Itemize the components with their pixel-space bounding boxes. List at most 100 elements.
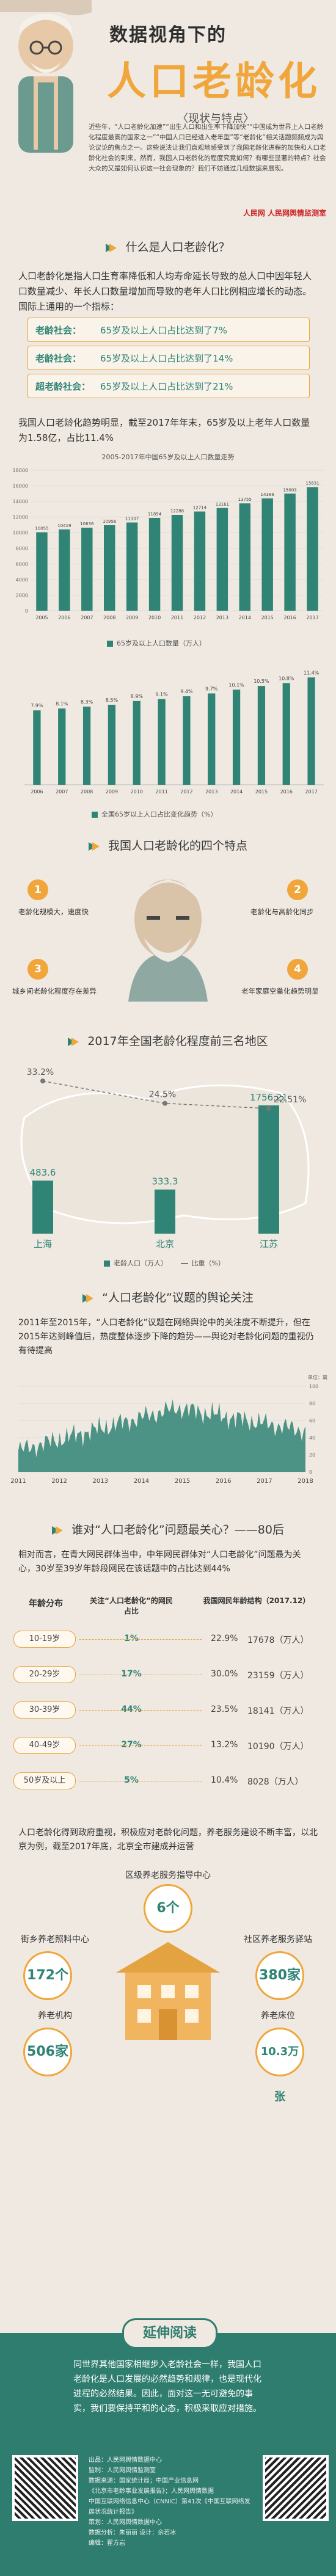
x-tick-label: 2013 — [93, 1478, 108, 1485]
data-label: 12288 — [170, 509, 184, 514]
credit-line: 监制：人民网舆情监测室 — [89, 2467, 156, 2474]
data-label: 9.4% — [180, 689, 193, 694]
y-tick-label: 0 — [309, 1469, 312, 1475]
triangle-icon — [92, 842, 100, 851]
age-range: 20-29岁 — [13, 1666, 76, 1683]
people-bar — [155, 1189, 175, 1234]
subtitle: 〈现状与特点〉 — [177, 112, 254, 125]
data-label: 10.5% — [254, 679, 269, 684]
center-value: 6个 — [144, 1884, 192, 1933]
bar — [133, 700, 141, 785]
x-tick-label: 2015 — [255, 789, 268, 795]
netizen-count: 23159（万人） — [247, 1671, 309, 1681]
intro-text: 近些年，“人口老龄化加速”“出生人口和出生率下降加快”“中国成为世界上人口老龄化… — [89, 123, 326, 172]
bar — [59, 529, 70, 611]
y-tick-label: 16000 — [13, 484, 28, 489]
node-value: 172个 — [23, 1951, 72, 2000]
bar — [183, 696, 191, 785]
y-tick-label: 60 — [309, 1418, 315, 1424]
y-tick-label: 100 — [309, 1384, 318, 1389]
bar — [208, 693, 216, 785]
data-label: 14386 — [261, 492, 275, 497]
x-tick-label: 2013 — [205, 789, 217, 795]
data-label: 11894 — [148, 512, 162, 517]
credit-line: 出品：人民网舆情数据中心 — [89, 2457, 162, 2464]
triangle-icon — [86, 1293, 94, 1303]
data-label: 10055 — [35, 526, 48, 531]
region-label: 江苏 — [260, 1239, 278, 1250]
node-label: 养老机构 — [38, 2011, 72, 2021]
section-title-features: 我国人口老龄化的四个特点 — [0, 837, 336, 853]
population-chart: 2005-2017年中国65岁及以上人口数量走势 0 2000 4000 6000 80… — [6, 452, 330, 635]
share-label: 22.51% — [274, 1095, 306, 1105]
bar — [33, 710, 41, 785]
x-tick-label: 2017 — [305, 789, 317, 795]
criterion-row: 老龄社会： 65岁及以上人口占比达到了7% — [27, 318, 310, 342]
qr-code-right — [263, 2455, 329, 2521]
section-title-what-is-aging: 什么是人口老龄化？ — [0, 238, 336, 255]
building-illustration — [116, 1942, 220, 2040]
x-tick-label: 2013 — [216, 615, 228, 620]
data-label: 9.1% — [155, 692, 168, 697]
criterion-row: 超老龄社会： 65岁及以上人口占比达到了21% — [27, 374, 310, 398]
data-label: 13755 — [238, 497, 252, 502]
data-label: 7.9% — [31, 703, 43, 708]
x-tick-label: 2014 — [230, 789, 243, 795]
data-label: 10419 — [57, 523, 71, 528]
data-label: 15831 — [305, 481, 319, 486]
legend: 全国65岁以上人口占比变化趋势（%） — [92, 809, 217, 819]
x-tick-label: 2006 — [58, 615, 70, 620]
concern-share: 5% — [124, 1775, 139, 1785]
y-tick-label: 80 — [309, 1401, 315, 1406]
age-range: 10-19岁 — [13, 1631, 76, 1648]
bar — [216, 508, 228, 611]
netizen-count: 18141（万人） — [247, 1706, 309, 1716]
netizen-pct: 30.0% — [211, 1669, 238, 1679]
x-tick-label: 2008 — [103, 615, 115, 620]
data-label: 10956 — [103, 519, 117, 524]
data-label: 9.7% — [205, 686, 218, 691]
node-label: 街乡养老照料中心 — [21, 1935, 89, 1945]
bar — [257, 686, 266, 785]
x-tick-label: 2018 — [298, 1478, 313, 1485]
y-tick-label: 4000 — [16, 577, 28, 583]
x-tick-label: 2014 — [134, 1478, 149, 1485]
opinion-paragraph: 2011年至2015年，“人口老龄化”议题在网络舆论中的关注度不断提升，但在20… — [18, 1318, 314, 1356]
feature-text: 城乡间老龄化程度存在差异 — [12, 987, 97, 995]
bar — [148, 518, 161, 611]
data-label: 8.5% — [106, 697, 119, 703]
node-value: 380家 — [255, 1951, 304, 2000]
bar — [108, 704, 116, 785]
region-label: 上海 — [34, 1239, 52, 1250]
netizen-pct: 22.9% — [211, 1634, 238, 1643]
data-label: 8.9% — [131, 694, 144, 699]
legend-swatch — [107, 641, 113, 647]
data-label: 11.4% — [304, 670, 320, 675]
bar — [126, 522, 138, 611]
bar — [284, 493, 296, 611]
data-label: 8.3% — [81, 699, 93, 705]
bar — [307, 677, 315, 785]
chart-title: 2005-2017年中国65岁及以上人口数量走势 — [101, 453, 235, 461]
bar — [104, 525, 115, 611]
table-header: 年龄分布 — [29, 1599, 63, 1609]
definition-paragraph: 人口老龄化是指人口生育率降低和人均寿命延长导致的总人口中因年轻人口数量减少、年长… — [18, 271, 312, 312]
x-tick-label: 2012 — [180, 789, 192, 795]
share-point — [40, 1079, 45, 1083]
x-tick-label: 2011 — [10, 1478, 26, 1485]
elderly-portrait-illustration — [104, 861, 232, 1002]
share-label: 24.5% — [149, 1090, 176, 1100]
y-tick-label: 0 — [25, 608, 28, 614]
title-main: 人口老龄化 — [107, 59, 321, 104]
share-point — [266, 1106, 271, 1112]
legend-swatch — [104, 1261, 110, 1267]
concern-share: 1% — [124, 1634, 139, 1643]
table-header: 关注“人口老龄化”的网民占比 — [90, 1596, 173, 1615]
node-label: 社区养老服务驿站 — [244, 1935, 312, 1945]
concern-share: 44% — [121, 1705, 142, 1714]
bar — [158, 699, 166, 785]
people-label: 333.3 — [152, 1176, 178, 1187]
credit-line: 数据分析：朱丽丽 设计：余若冰 — [89, 2530, 177, 2536]
age-range: 50岁及以上 — [13, 1772, 76, 1789]
